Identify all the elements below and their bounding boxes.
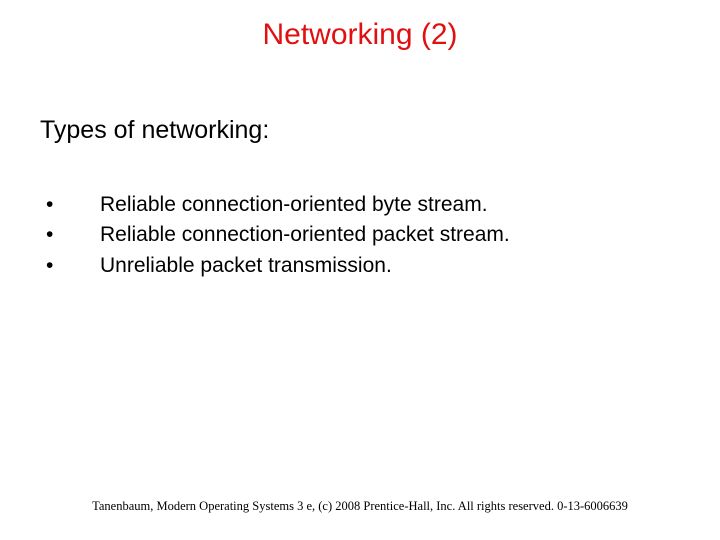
slide-subtitle: Types of networking: bbox=[40, 116, 269, 145]
bullet-marker: • bbox=[40, 220, 100, 250]
slide-title: Networking (2) bbox=[0, 18, 720, 52]
bullet-text: Reliable connection-oriented packet stre… bbox=[100, 220, 680, 250]
bullet-text: Reliable connection-oriented byte stream… bbox=[100, 190, 680, 220]
list-item: • Reliable connection-oriented byte stre… bbox=[40, 190, 680, 220]
list-item: • Unreliable packet transmission. bbox=[40, 251, 680, 281]
list-item: • Reliable connection-oriented packet st… bbox=[40, 220, 680, 250]
bullet-text: Unreliable packet transmission. bbox=[100, 251, 680, 281]
slide: Networking (2) Types of networking: • Re… bbox=[0, 0, 720, 540]
bullet-marker: • bbox=[40, 190, 100, 220]
bullet-list: • Reliable connection-oriented byte stre… bbox=[40, 190, 680, 281]
slide-footer: Tanenbaum, Modern Operating Systems 3 e,… bbox=[0, 499, 720, 514]
bullet-marker: • bbox=[40, 251, 100, 281]
